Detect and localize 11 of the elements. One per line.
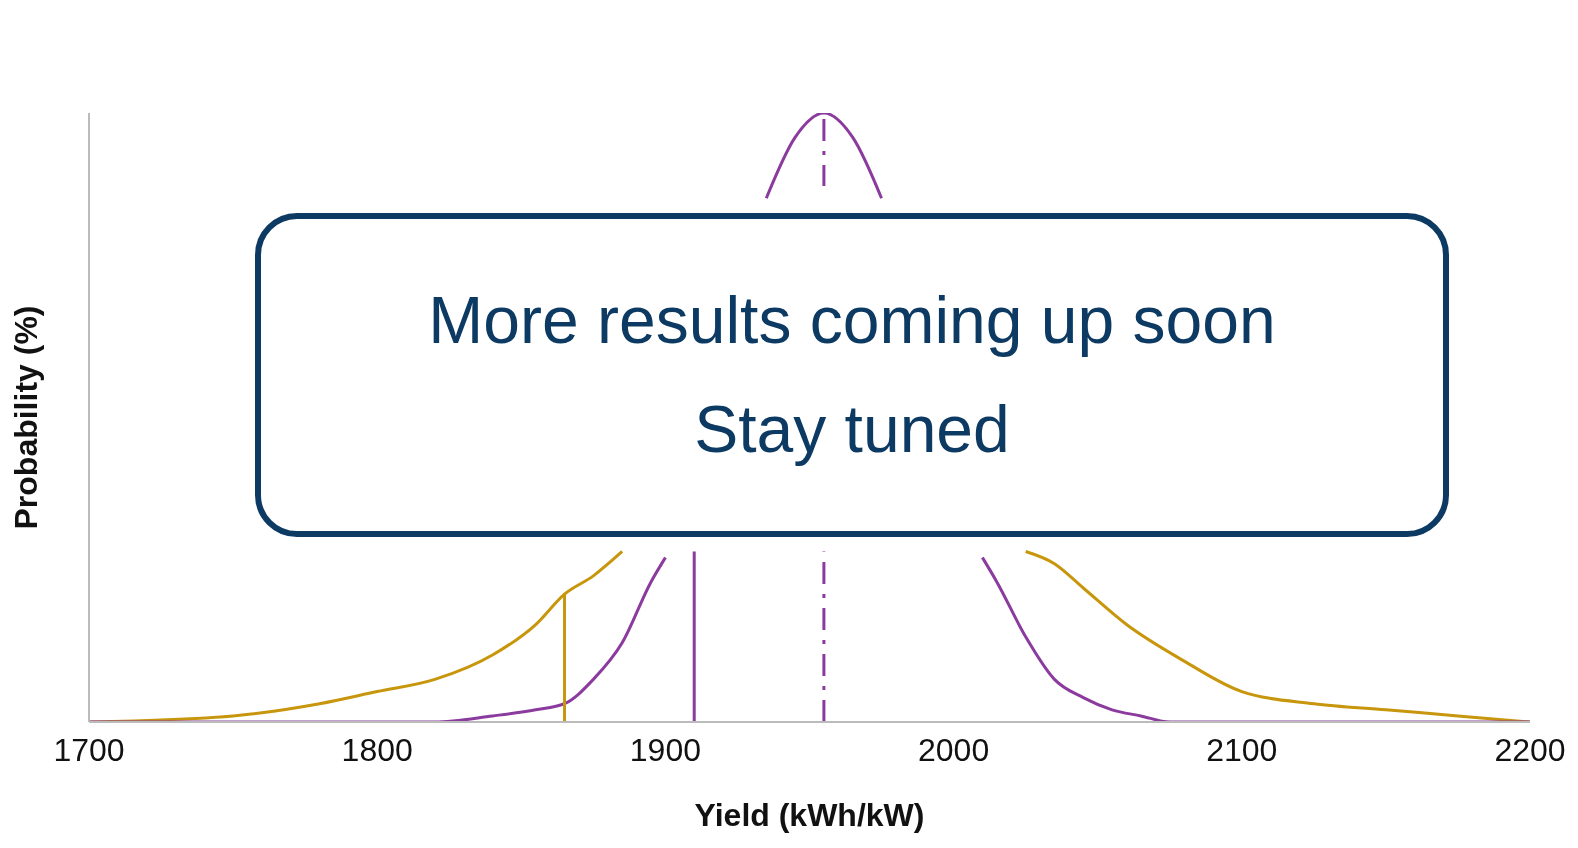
x-tick-label: 2100 [1206,731,1278,768]
x-tick-label: 1700 [53,731,125,768]
x-tick-label: 2000 [918,731,990,768]
annotation: Stay tuned [694,392,1010,466]
x-axis-title: Yield (kWh/kW) [694,797,925,833]
x-tick-label: 1900 [629,731,701,768]
annotation: More results coming up soon [428,283,1276,358]
y-axis-title: Probability (%) [8,305,45,530]
x-tick-label: 1800 [341,731,413,768]
rounded-box: More results coming up soon Stay tuned [255,213,1449,537]
x-tick-label: 2200 [1494,731,1566,768]
